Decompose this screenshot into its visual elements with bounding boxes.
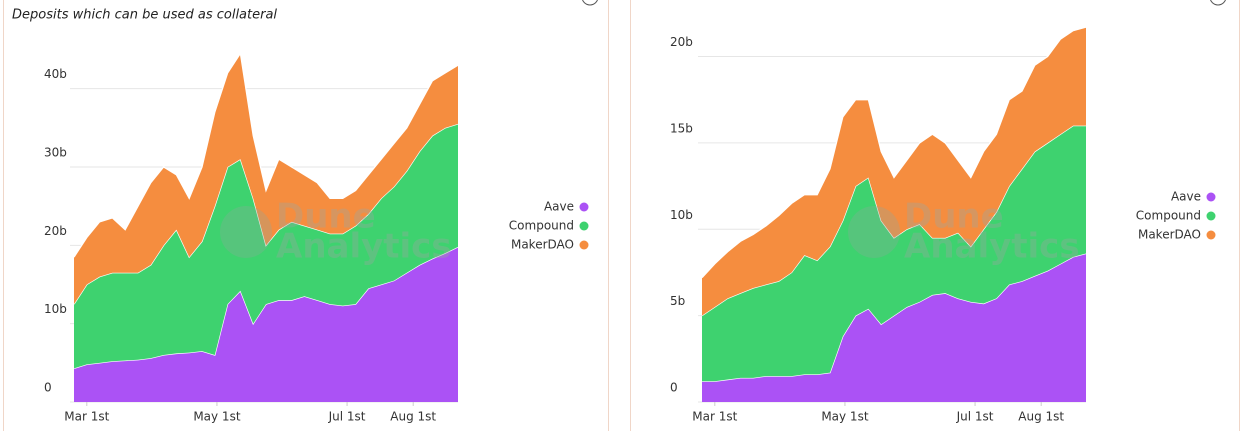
y-tick-label: 20b [670, 35, 693, 49]
watermark: Analytics [276, 227, 452, 267]
y-tick-label: 30b [44, 146, 67, 160]
x-tick-label: May 1st [193, 410, 241, 424]
watermark: Analytics [904, 227, 1080, 267]
watermark-logo [848, 206, 900, 258]
area [702, 253, 1086, 402]
info-icon[interactable] [1210, 0, 1226, 6]
legend-label: Compound [1136, 209, 1201, 223]
y-tick-label: 0 [670, 381, 678, 395]
x-tick-label: Jul 1st [328, 410, 366, 424]
x-tick-label: May 1st [821, 410, 869, 424]
panel-frame [3, 0, 609, 431]
area [702, 27, 1086, 316]
legend-label: Aave [544, 200, 574, 214]
legend-label: MakerDAO [1138, 228, 1201, 242]
y-tick-label: 10b [44, 302, 67, 316]
x-tick-label: Mar 1st [692, 410, 737, 424]
legend-label: Compound [509, 219, 574, 233]
legend-label: MakerDAO [511, 238, 574, 252]
area [74, 246, 458, 402]
chart-subtitle: Deposits which can be used as collateral [12, 8, 277, 23]
legend-swatch [1206, 211, 1216, 221]
y-tick-label: 0 [44, 381, 52, 395]
legend-label: Aave [1171, 190, 1201, 204]
x-tick-label: Jul 1st [956, 410, 994, 424]
legend-swatch [1206, 230, 1216, 240]
y-tick-label: 10b [670, 208, 693, 222]
legend-swatch [1206, 192, 1216, 202]
area [74, 53, 458, 305]
y-tick-label: 40b [44, 67, 67, 81]
watermark: Dune [904, 197, 1004, 237]
panel-frame [630, 0, 1240, 431]
y-tick-label: 15b [670, 121, 693, 135]
area-edge [73, 51, 459, 258]
legend-swatch [579, 202, 589, 212]
y-tick-label: 5b [670, 294, 685, 308]
area-edge [701, 26, 1087, 279]
y-tick-label: 20b [44, 224, 67, 238]
watermark-logo [220, 206, 272, 258]
x-tick-label: Aug 1st [1018, 410, 1064, 424]
x-tick-label: Aug 1st [390, 410, 436, 424]
watermark: Dune [276, 197, 376, 237]
legend-swatch [579, 221, 589, 231]
legend-swatch [579, 240, 589, 250]
area [702, 125, 1086, 382]
x-tick-label: Mar 1st [64, 410, 109, 424]
info-icon[interactable] [582, 0, 598, 6]
